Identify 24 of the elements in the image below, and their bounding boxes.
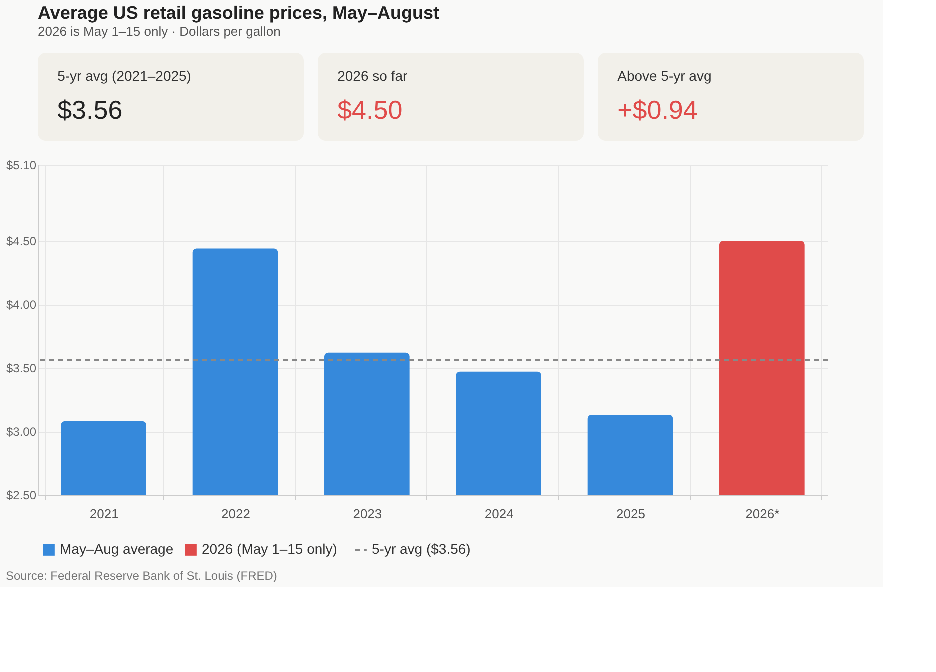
legend-label: May–Aug average — [60, 541, 174, 557]
x-tick-label: 2022 — [222, 506, 250, 522]
legend-label: 5-yr avg ($3.56) — [372, 541, 471, 557]
x-tick-label: 2025 — [616, 506, 646, 522]
text: +$0.94 — [618, 95, 698, 125]
text: $4.50 — [338, 95, 403, 125]
x-tick-label: 2024 — [484, 506, 514, 522]
text: Average US retail gasoline prices, May–August — [38, 3, 440, 23]
source-note: Source: Federal Reserve Bank of St. Louis (FRED) — [6, 569, 278, 583]
y-tick-label: $3.00 — [6, 425, 37, 440]
text: $3.56 — [58, 95, 123, 125]
text: 5-yr avg (2021–2025) — [58, 68, 192, 84]
y-tick-label: $4.00 — [6, 298, 37, 312]
y-tick-label: $4.50 — [6, 234, 37, 249]
text: Above 5-yr avg — [618, 68, 712, 84]
y-tick-label: $3.50 — [6, 362, 37, 376]
x-tick-label: 2021 — [90, 506, 119, 522]
text: 2026 so far — [338, 68, 408, 84]
x-tick-label: 2023 — [353, 506, 382, 522]
y-tick-label: $5.10 — [6, 158, 37, 172]
text: 2026 is May 1–15 only · Dollars per gallon — [38, 24, 281, 39]
x-tick-label: 2026* — [746, 506, 780, 522]
legend-label: 2026 (May 1–15 only) — [202, 541, 338, 557]
y-tick-label: $2.50 — [6, 488, 37, 502]
